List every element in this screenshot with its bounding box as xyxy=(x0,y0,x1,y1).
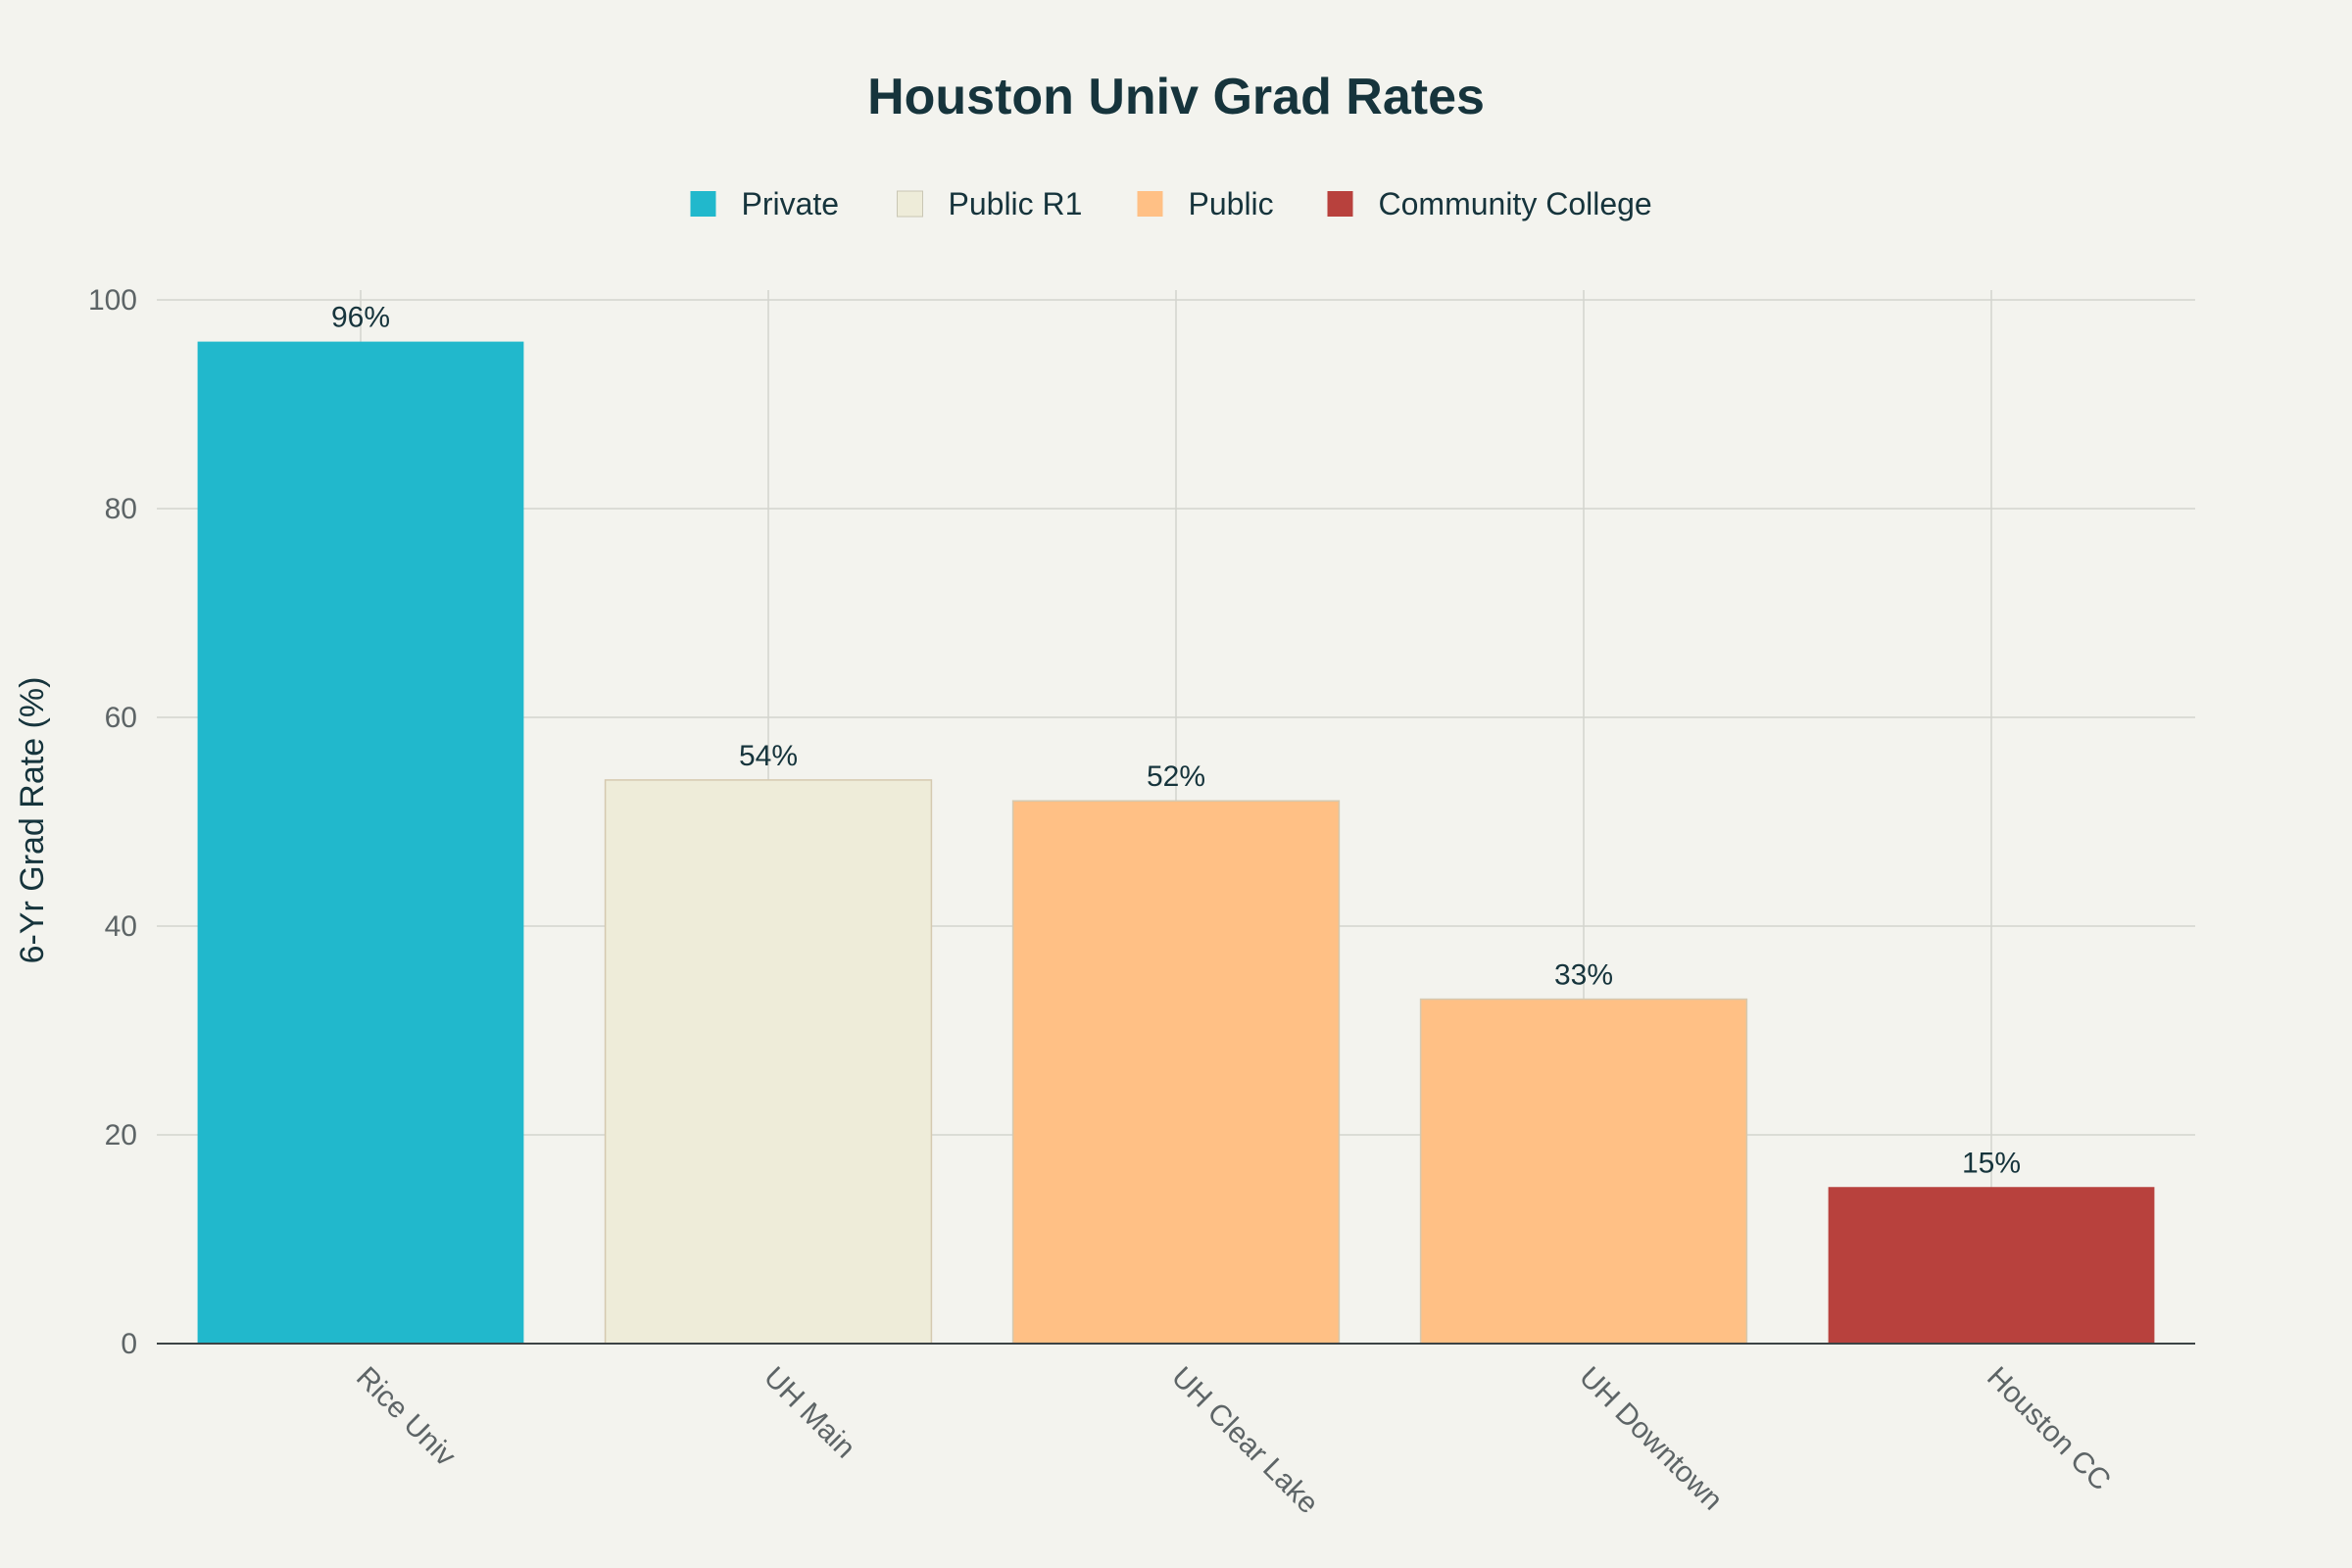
legend-swatch-community-college xyxy=(1327,191,1353,217)
bar-houston-cc[interactable] xyxy=(1828,1187,2155,1344)
data-label-houston-cc: 15% xyxy=(1962,1147,2021,1179)
chart-legend: Private Public R1 Public Community College xyxy=(690,186,1652,221)
data-label-uh-main: 54% xyxy=(739,740,798,772)
y-tick-label: 100 xyxy=(88,284,137,317)
bar-uh-downtown[interactable] xyxy=(1419,998,1748,1345)
bar-uh-clear-lake[interactable] xyxy=(1011,800,1341,1345)
legend-swatch-public-r1 xyxy=(897,190,923,218)
x-axis-ticks: Rice Univ UH Main UH Clear Lake UH Downtown… xyxy=(350,1361,2117,1520)
legend-swatch-private xyxy=(690,191,716,217)
y-tick-label: 40 xyxy=(105,910,137,943)
y-tick-label: 20 xyxy=(105,1119,137,1152)
x-tick-label-uh-downtown: UH Downtown xyxy=(1573,1361,1729,1517)
y-axis-ticks: 0 20 40 60 80 100 xyxy=(88,284,137,1360)
legend-label-public-r1: Public R1 xyxy=(949,186,1083,221)
legend-label-public: Public xyxy=(1189,186,1274,221)
data-label-uh-downtown: 33% xyxy=(1554,959,1613,992)
legend-swatch-public xyxy=(1137,191,1163,217)
data-label-rice-univ: 96% xyxy=(331,302,390,334)
legend-label-community-college: Community College xyxy=(1379,186,1652,221)
chart-title: Houston Univ Grad Rates xyxy=(867,69,1485,125)
x-tick-label-houston-cc: Houston CC xyxy=(1981,1361,2117,1497)
x-tick-label-rice-univ: Rice Univ xyxy=(350,1361,462,1473)
data-label-uh-clear-lake: 52% xyxy=(1147,760,1205,793)
y-tick-label: 0 xyxy=(121,1328,137,1360)
data-labels-group: 96% 54% 52% 33% 15% xyxy=(331,302,2021,1180)
y-axis-label: 6-Yr Grad Rate (%) xyxy=(14,677,51,964)
legend-label-private: Private xyxy=(742,186,840,221)
y-tick-label: 80 xyxy=(105,493,137,525)
bar-rice-univ[interactable] xyxy=(197,341,524,1345)
y-tick-label: 60 xyxy=(105,702,137,734)
bar-uh-main[interactable] xyxy=(604,779,933,1345)
bars-group xyxy=(197,341,2155,1345)
x-tick-label-uh-clear-lake: UH Clear Lake xyxy=(1165,1361,1324,1520)
x-tick-label-uh-main: UH Main xyxy=(758,1361,861,1465)
